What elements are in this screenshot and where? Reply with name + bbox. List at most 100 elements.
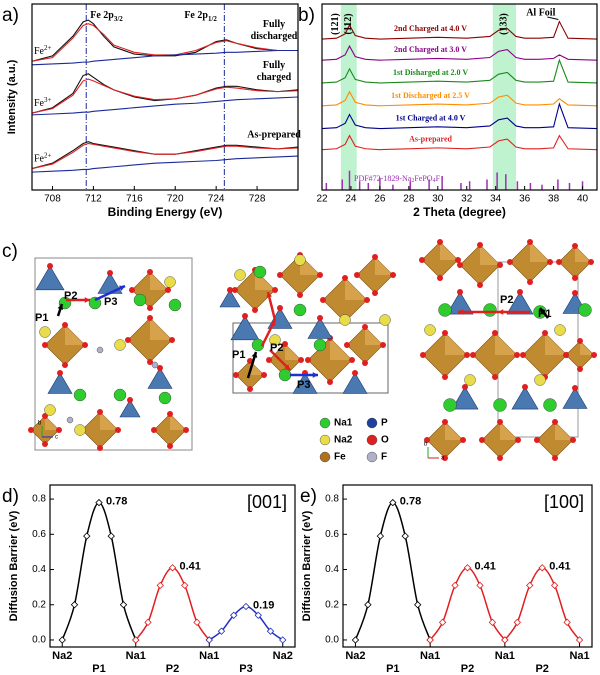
- atom: [424, 324, 436, 336]
- point-marker: [119, 601, 128, 609]
- panel-label: b): [298, 5, 315, 26]
- o-atom: [62, 322, 68, 328]
- legend-swatch: [366, 434, 378, 446]
- o-atom: [542, 330, 548, 336]
- series-label: 1st Discharged at 2.5 V: [391, 91, 470, 100]
- axis-label: a: [441, 456, 445, 462]
- p-tetrahedron: [292, 372, 318, 394]
- o-atom: [97, 445, 103, 451]
- o-atom: [28, 427, 34, 433]
- series-line: [321, 58, 598, 84]
- o-atom: [82, 342, 88, 348]
- fe-facet: [500, 422, 518, 440]
- direction-label: [100]: [544, 492, 584, 512]
- o-atom: [588, 259, 594, 265]
- o-atom: [419, 257, 425, 263]
- fe-facet: [575, 246, 591, 262]
- oxidation-label-sup: 3+: [44, 96, 52, 104]
- path-arrowhead: [498, 309, 504, 315]
- series-line: [31, 78, 299, 114]
- reference-label-part: 4: [433, 178, 436, 184]
- p-tetrahedron: [451, 386, 479, 410]
- o-atom: [362, 324, 368, 330]
- series-line: [321, 102, 598, 130]
- oxidation-label: Fe3+: [34, 96, 52, 110]
- path-arrowhead: [458, 309, 464, 315]
- p-tetrahedron: [307, 317, 333, 339]
- x-axis-label: 2 Theta (degree): [413, 205, 506, 219]
- atom: [133, 293, 147, 307]
- o-atom: [165, 287, 171, 293]
- peak-label-sub: 1/2: [208, 15, 217, 23]
- o-atom: [167, 411, 173, 417]
- panel-label: e): [300, 486, 317, 507]
- point-marker: [181, 581, 189, 590]
- fe-facet: [375, 257, 393, 275]
- series-line: [135, 567, 210, 641]
- oxidation-label-sup: 2+: [44, 151, 52, 159]
- x-tick-label: 34: [490, 194, 502, 205]
- series-line: [321, 44, 598, 61]
- o-atom: [591, 352, 597, 358]
- o-atom: [572, 290, 578, 296]
- point-marker: [575, 636, 584, 644]
- p-tetrahedron: [506, 291, 534, 315]
- o-atom: [442, 455, 448, 461]
- miller-label: (133): [499, 13, 510, 35]
- o-atom: [297, 292, 303, 298]
- atom: [253, 265, 267, 279]
- legend-label: Fe: [334, 452, 346, 463]
- spectrum-label: discharged: [251, 31, 298, 42]
- o-atom: [42, 413, 48, 419]
- y-axis-label: Intensity (a.u.): [6, 59, 18, 134]
- oxidation-label-text: Fe: [34, 47, 45, 58]
- o-atom: [520, 352, 526, 358]
- o-atom: [372, 290, 378, 296]
- o-atom: [56, 427, 62, 433]
- fe-facet: [555, 422, 573, 440]
- x-tick-label: 40: [577, 194, 589, 205]
- reference-label-part: 2: [411, 178, 414, 184]
- series-label: 1st Disharged at 2.0 V: [393, 68, 468, 77]
- point-marker: [132, 636, 140, 644]
- atom: [73, 388, 87, 402]
- point-marker: [501, 636, 509, 644]
- fe-facet: [250, 361, 264, 375]
- o-atom: [527, 239, 533, 245]
- path-arrowhead: [284, 364, 290, 370]
- atom: [251, 338, 265, 352]
- atom: [44, 404, 56, 416]
- barrier-label: 0.41: [180, 561, 201, 573]
- atom: [168, 298, 182, 312]
- o-atom: [266, 357, 272, 363]
- axis-label: b: [38, 421, 42, 427]
- p-tetrahedron: [230, 315, 260, 341]
- atom: [39, 326, 51, 338]
- legend-label: P: [381, 418, 388, 429]
- atom: [493, 398, 507, 412]
- atom: [164, 276, 176, 288]
- o-atom: [147, 315, 153, 321]
- atom: [534, 374, 546, 386]
- path-arrowhead: [57, 304, 64, 310]
- path-label: P1: [386, 663, 399, 675]
- o-atom: [455, 257, 461, 263]
- point-marker: [193, 618, 201, 627]
- o-atom: [577, 338, 583, 344]
- o-atom: [462, 384, 468, 390]
- o-atom: [47, 263, 53, 269]
- x-tick-label: 708: [44, 194, 61, 205]
- plot-frame: [31, 3, 299, 191]
- oxidation-label-text: Fe: [34, 98, 45, 109]
- x-tick-label: Na2: [52, 650, 72, 662]
- x-tick-label: 712: [85, 194, 102, 205]
- atom: [443, 398, 457, 412]
- y-tick-label: 0.6: [325, 529, 339, 540]
- x-tick-label: 728: [249, 194, 266, 205]
- y-tick-label: 0.2: [325, 599, 339, 610]
- o-atom: [497, 455, 503, 461]
- legend-label: O: [381, 435, 389, 446]
- point-marker: [550, 581, 559, 590]
- o-atom: [272, 287, 278, 293]
